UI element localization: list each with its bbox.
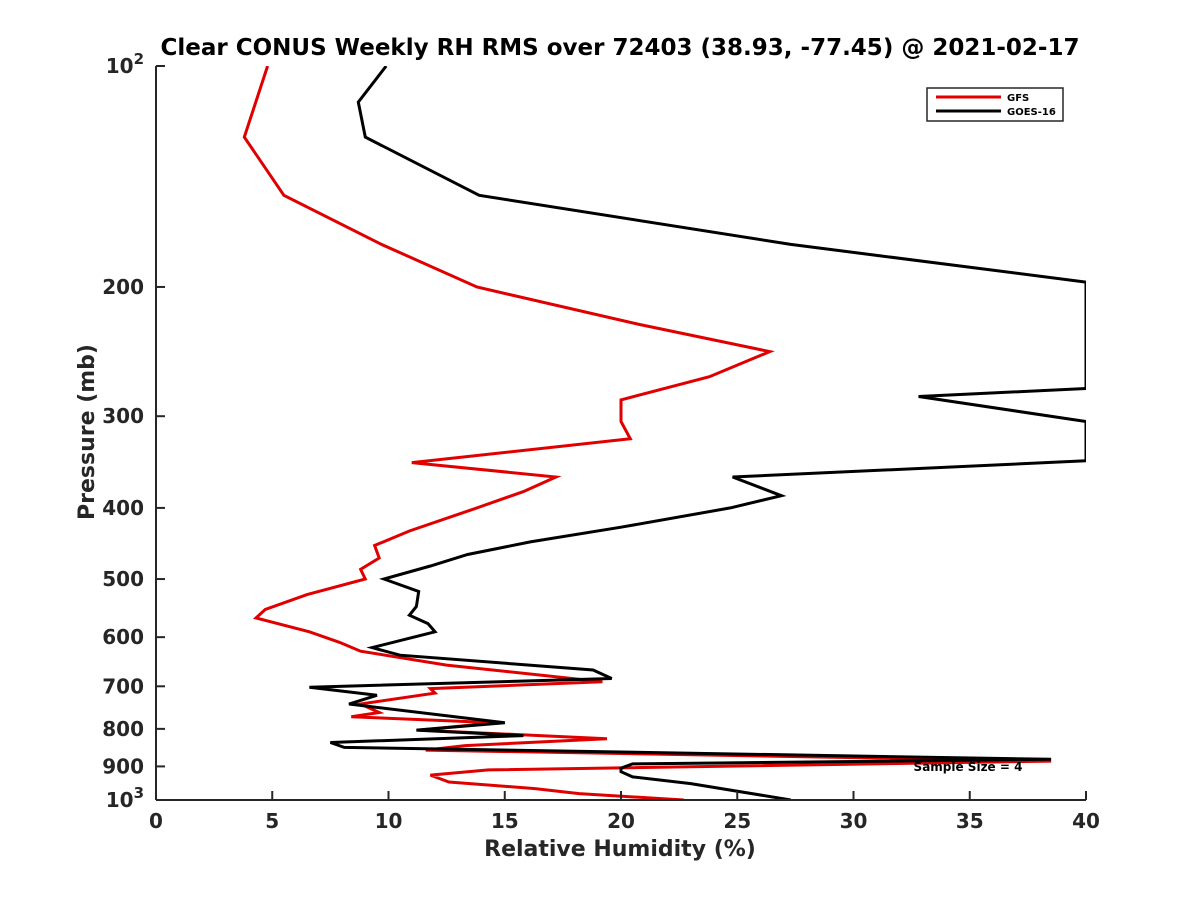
y-tick-label: 500 xyxy=(102,567,144,591)
legend-label: GOES-16 xyxy=(1007,107,1056,118)
sample-size-annotation: Sample Size = 4 xyxy=(914,760,1023,774)
y-tick-label: 102 xyxy=(106,50,144,78)
x-tick-label: 30 xyxy=(840,809,868,833)
plot-axes xyxy=(155,66,1086,801)
x-axis-title: Relative Humidity (%) xyxy=(484,837,756,862)
y-tick-label: 900 xyxy=(102,754,144,778)
x-tick-label: 15 xyxy=(491,809,519,833)
y-tick-label: 700 xyxy=(102,674,144,698)
x-tick-label: 20 xyxy=(607,809,635,833)
y-tick-label: 103 xyxy=(106,784,144,812)
x-tick-label: 25 xyxy=(723,809,751,833)
x-tick-label: 5 xyxy=(265,809,279,833)
legend-label: GFS xyxy=(1007,93,1029,104)
x-tick-label: 10 xyxy=(375,809,403,833)
y-tick-label: 300 xyxy=(102,404,144,428)
legend: GFS GOES-16 xyxy=(926,87,1064,122)
series-line-gfs xyxy=(242,66,1052,800)
legend-box xyxy=(926,87,1064,122)
axis-ticks: 0 5 10 15 20 25 30 35 40 102 200 300 400 500 600 700 800… xyxy=(102,50,1100,833)
y-tick-label: 400 xyxy=(102,496,144,520)
y-tick-label: 800 xyxy=(102,717,144,741)
series-line-goes-16 xyxy=(309,66,1086,800)
x-tick-label: 35 xyxy=(956,809,984,833)
series-lines xyxy=(242,66,1086,800)
x-tick-label: 40 xyxy=(1072,809,1100,833)
y-tick-label: 600 xyxy=(102,625,144,649)
x-tick-label: 0 xyxy=(149,809,163,833)
y-axis-title: Pressure (mb) xyxy=(75,344,100,520)
y-tick-label: 200 xyxy=(102,275,144,299)
chart-title: Clear CONUS Weekly RH RMS over 72403 (38… xyxy=(161,35,1080,61)
